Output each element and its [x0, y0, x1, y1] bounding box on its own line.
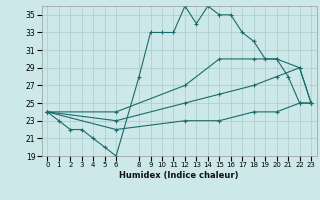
X-axis label: Humidex (Indice chaleur): Humidex (Indice chaleur) — [119, 171, 239, 180]
